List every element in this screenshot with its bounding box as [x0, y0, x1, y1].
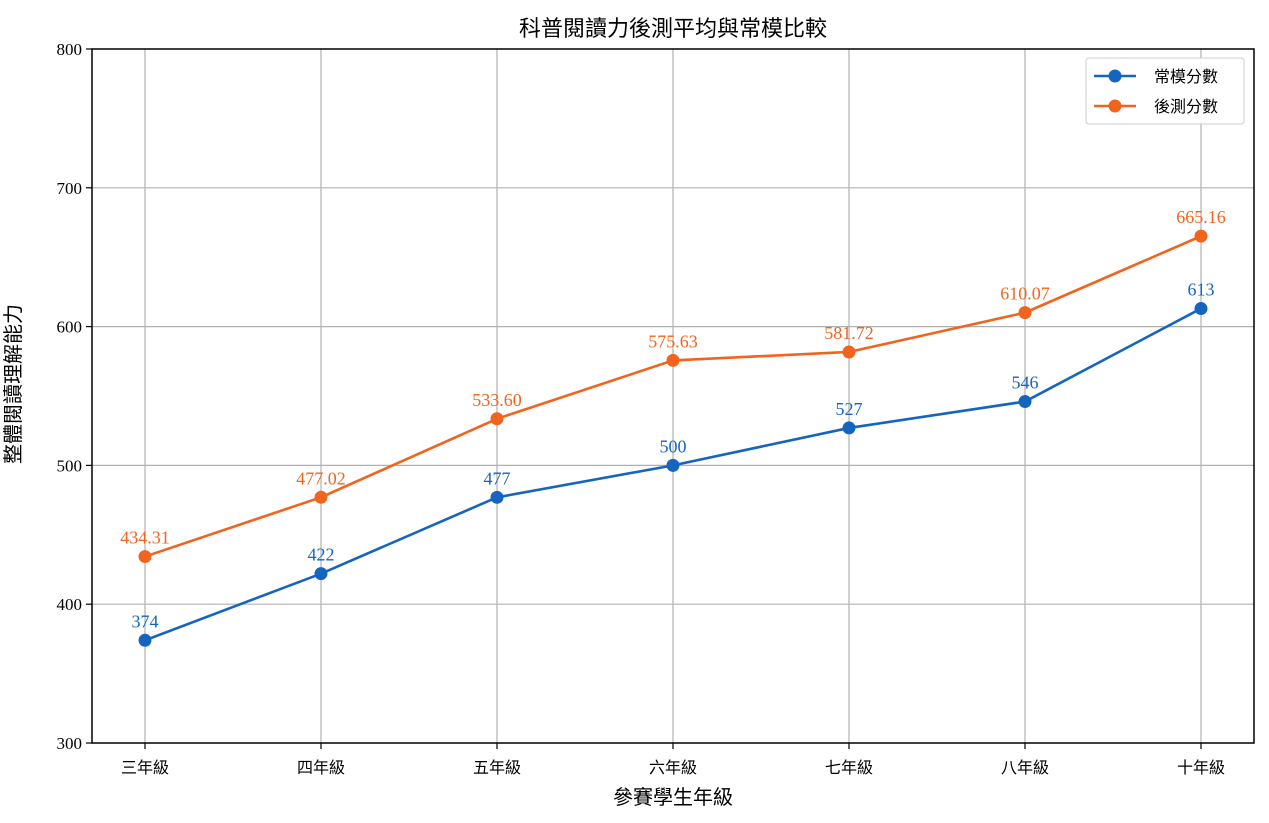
data-point — [490, 490, 504, 504]
x-axis-label: 參賽學生年級 — [613, 785, 733, 809]
data-point — [314, 567, 328, 581]
data-point — [314, 490, 328, 504]
x-tick-label: 八年級 — [1001, 758, 1049, 777]
grid-lines — [92, 49, 1254, 743]
x-axis: 三年級 四年級 五年級 六年級 七年級 八年級 十年級 — [121, 743, 1225, 777]
data-label: 610.07 — [1000, 284, 1050, 304]
data-label: 575.63 — [648, 331, 698, 351]
data-label: 422 — [308, 545, 335, 565]
legend-marker — [1108, 69, 1122, 83]
data-label: 477 — [484, 468, 511, 488]
series-2: 434.31 477.02 533.60 575.63 581.72 610.07 665.… — [120, 207, 1226, 564]
data-label: 533.60 — [472, 390, 522, 410]
y-tick-label: 500 — [57, 456, 83, 475]
y-tick-label: 600 — [57, 318, 83, 337]
data-label: 434.31 — [120, 528, 170, 548]
y-tick-label: 300 — [57, 734, 83, 753]
data-point — [666, 458, 680, 472]
x-tick-label: 六年級 — [649, 758, 697, 777]
legend-label: 常模分數 — [1154, 67, 1218, 86]
data-point — [1018, 395, 1032, 409]
x-tick-label: 七年級 — [825, 758, 873, 777]
data-label: 581.72 — [824, 323, 874, 343]
y-axis: 300 400 500 600 700 800 — [57, 40, 92, 753]
data-label: 374 — [132, 611, 159, 631]
data-point — [138, 550, 152, 564]
data-point — [842, 345, 856, 359]
data-point — [1194, 302, 1208, 316]
y-axis-label: 整體閱讀理解能力 — [1, 304, 25, 464]
x-tick-label: 三年級 — [121, 758, 169, 777]
data-point — [1194, 229, 1208, 243]
data-label: 613 — [1188, 280, 1215, 300]
y-tick-label: 800 — [57, 40, 83, 59]
series-layer: 374 422 477 500 527 546 613 434.31 477.02 533.60 5… — [120, 207, 1226, 647]
data-label: 527 — [836, 399, 863, 419]
data-label: 546 — [1012, 373, 1039, 393]
x-tick-label: 十年級 — [1177, 758, 1225, 777]
series-1: 374 422 477 500 527 546 613 — [132, 280, 1215, 647]
legend-label: 後測分數 — [1154, 97, 1218, 116]
x-tick-label: 四年級 — [297, 758, 345, 777]
data-label: 500 — [660, 436, 687, 456]
data-point — [138, 633, 152, 647]
y-tick-label: 700 — [57, 179, 83, 198]
legend-marker — [1108, 99, 1122, 113]
data-point — [842, 421, 856, 435]
data-label: 665.16 — [1176, 207, 1226, 227]
data-label: 477.02 — [296, 468, 346, 488]
data-point — [666, 353, 680, 367]
x-tick-label: 五年級 — [473, 758, 521, 777]
y-tick-label: 400 — [57, 595, 83, 614]
legend-box — [1085, 57, 1245, 125]
data-point — [1018, 306, 1032, 320]
chart-title: 科普閱讀力後測平均與常模比較 — [519, 17, 827, 42]
data-point — [490, 412, 504, 426]
